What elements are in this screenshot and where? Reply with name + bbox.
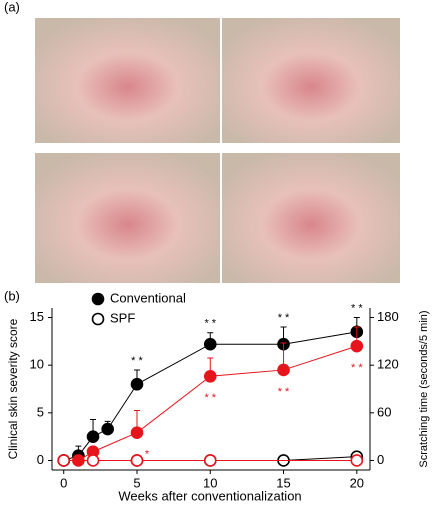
photo (222, 18, 400, 143)
legend-label: Conventional (110, 290, 186, 305)
data-point (203, 369, 217, 383)
significance-mark: * * (131, 355, 143, 367)
significance-mark: * * (204, 318, 216, 330)
significance-mark: * * (278, 386, 290, 398)
y-axis-label: Clinical skin severity score (6, 318, 20, 459)
series-line (78, 345, 357, 461)
data-point (203, 454, 217, 467)
y2-tick-label: 0 (377, 452, 384, 467)
y2-axis-label: Scratching time (seconds/5 min) (418, 310, 430, 467)
data-point (350, 339, 364, 353)
significance-mark: * (145, 449, 150, 461)
legend-label: SPF (110, 310, 135, 325)
data-point (57, 454, 71, 467)
y-tick-label: 5 (37, 404, 44, 419)
x-axis-label: Weeks after conventionalization (118, 488, 301, 503)
y-tick-label: 15 (30, 309, 44, 324)
significance-mark: * * (351, 362, 363, 374)
data-point (277, 363, 290, 377)
panel-label: (b) (4, 288, 20, 303)
photo (35, 153, 220, 283)
photo-grid (35, 18, 400, 283)
data-point (130, 377, 144, 391)
legend-marker (91, 312, 105, 326)
x-tick-label: 15 (276, 475, 290, 490)
data-point (130, 426, 144, 439)
significance-mark: * * (278, 312, 290, 324)
y2-tick-label: 120 (377, 357, 399, 372)
x-tick-label: 10 (203, 475, 217, 490)
y2-tick-label: 60 (377, 404, 391, 419)
data-point (86, 454, 100, 467)
y2-tick-label: 180 (377, 309, 399, 324)
data-point (101, 422, 114, 436)
data-point (350, 454, 364, 467)
x-tick-label: 0 (60, 475, 67, 490)
x-tick-label: 20 (350, 475, 364, 490)
panel-label: (a) (4, 0, 20, 14)
photo (35, 18, 220, 143)
data-point (86, 430, 100, 443)
photo (222, 153, 400, 283)
data-point (130, 454, 144, 467)
significance-mark: * * (351, 302, 363, 314)
x-tick-label: 5 (133, 475, 140, 490)
data-point (203, 337, 217, 351)
y-tick-label: 10 (30, 357, 44, 372)
legend-marker (91, 292, 105, 306)
y-tick-label: 0 (37, 452, 44, 467)
significance-mark: * * (204, 392, 216, 404)
